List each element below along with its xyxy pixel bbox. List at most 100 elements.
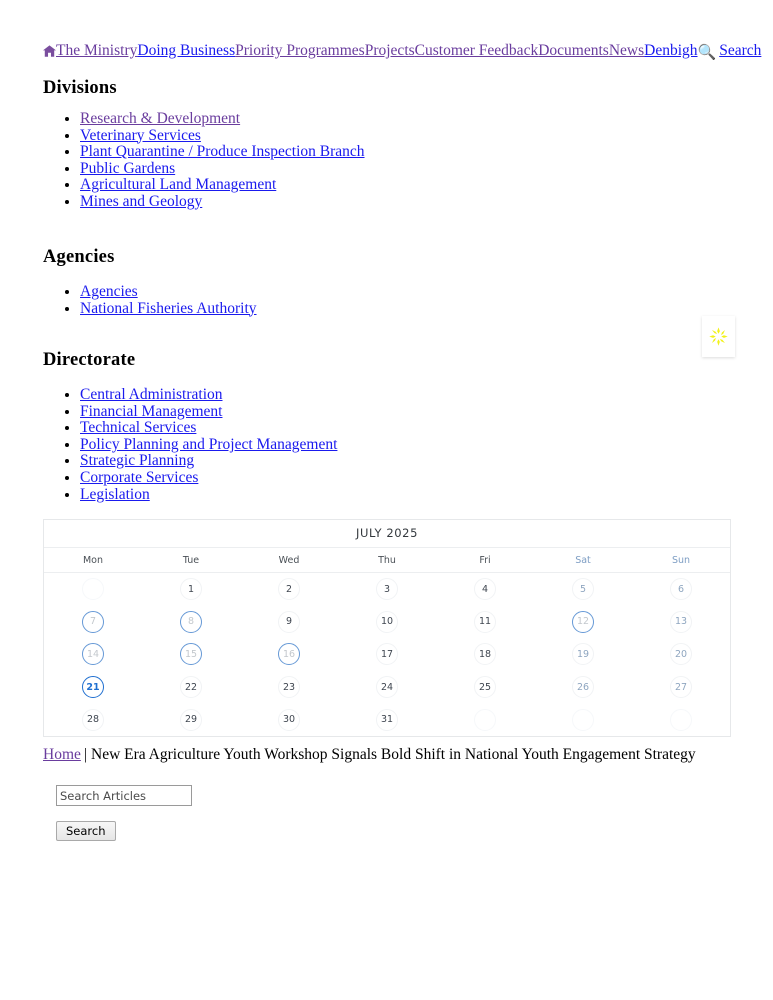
division-link-mines-and-geology[interactable]: Mines and Geology bbox=[80, 192, 203, 210]
calendar-cell[interactable]: 15 bbox=[142, 643, 240, 666]
calendar-cell[interactable]: 29 bbox=[142, 708, 240, 731]
calendar-day[interactable]: 20 bbox=[670, 643, 692, 666]
list-item: Agricultural Land Management bbox=[80, 177, 365, 194]
division-link-public-gardens[interactable]: Public Gardens bbox=[80, 159, 176, 177]
calendar-day[interactable]: 12 bbox=[572, 610, 594, 633]
calendar-cell[interactable]: 6 bbox=[632, 578, 730, 601]
nav-item-projects[interactable]: Projects bbox=[364, 42, 415, 59]
agency-link-agencies[interactable]: Agencies bbox=[80, 283, 138, 300]
calendar-day[interactable]: 14 bbox=[82, 643, 104, 666]
calendar-cell[interactable]: 14 bbox=[44, 643, 142, 666]
calendar-cell[interactable]: 2 bbox=[240, 578, 338, 601]
calendar-cell[interactable]: 25 bbox=[436, 676, 534, 699]
calendar-day[interactable]: 31 bbox=[376, 708, 398, 731]
calendar-day[interactable]: 8 bbox=[180, 610, 202, 633]
calendar-cell[interactable]: 17 bbox=[338, 643, 436, 666]
directorate-link-technical-services[interactable]: Technical Services bbox=[80, 419, 197, 437]
calendar-day[interactable]: 22 bbox=[180, 676, 202, 699]
search-button-row: Search bbox=[56, 821, 192, 841]
calendar-day[interactable]: 30 bbox=[278, 708, 300, 731]
weekday-tue: Tue bbox=[182, 554, 200, 566]
home-icon[interactable] bbox=[43, 43, 56, 63]
calendar-day[interactable]: 28 bbox=[82, 708, 104, 731]
calendar-day[interactable]: 29 bbox=[180, 708, 202, 731]
calendar-day[interactable]: 25 bbox=[474, 676, 496, 699]
calendar-cell[interactable]: 20 bbox=[632, 643, 730, 666]
calendar-day[interactable]: 3 bbox=[376, 578, 398, 601]
calendar-cell[interactable]: 12 bbox=[534, 610, 632, 633]
nav-item-denbigh[interactable]: Denbigh bbox=[644, 42, 698, 59]
directorate-link-policy-planning[interactable]: Policy Planning and Project Management bbox=[80, 435, 338, 453]
calendar-cell[interactable]: 13 bbox=[632, 610, 730, 633]
calendar-day[interactable]: 7 bbox=[82, 610, 104, 633]
list-item: Technical Services bbox=[80, 419, 337, 437]
calendar-day[interactable]: 1 bbox=[180, 578, 202, 601]
breadcrumb-home-link[interactable]: Home bbox=[43, 746, 81, 763]
calendar-cell[interactable]: 23 bbox=[240, 676, 338, 699]
division-link-agricultural-land-management[interactable]: Agricultural Land Management bbox=[80, 176, 277, 194]
list-item: Agencies bbox=[80, 283, 257, 301]
floating-accessibility-widget[interactable] bbox=[702, 316, 735, 357]
calendar-cell[interactable]: 18 bbox=[436, 643, 534, 666]
calendar-cell[interactable]: 27 bbox=[632, 676, 730, 699]
directorate-link-legislation[interactable]: Legislation bbox=[80, 485, 150, 503]
calendar-day[interactable]: 18 bbox=[474, 643, 496, 666]
division-link-veterinary-services[interactable]: Veterinary Services bbox=[80, 126, 201, 144]
calendar-cell[interactable]: 7 bbox=[44, 610, 142, 633]
calendar-day[interactable]: 4 bbox=[474, 578, 496, 601]
nav-item-customer-feedback[interactable]: Customer Feedback bbox=[414, 42, 539, 59]
division-link-plant-quarantine[interactable]: Plant Quarantine / Produce Inspection Br… bbox=[80, 143, 365, 161]
calendar-day[interactable]: 10 bbox=[376, 610, 398, 633]
agency-link-national-fisheries-authority[interactable]: National Fisheries Authority bbox=[80, 299, 257, 317]
calendar-day[interactable]: 24 bbox=[376, 676, 398, 699]
calendar-day[interactable]: 11 bbox=[474, 610, 496, 633]
calendar-cell[interactable]: 11 bbox=[436, 610, 534, 633]
list-item: Legislation bbox=[80, 485, 337, 504]
nav-item-news[interactable]: News bbox=[608, 42, 645, 59]
nav-search-label[interactable]: Search bbox=[719, 42, 762, 59]
calendar-cell[interactable]: 24 bbox=[338, 676, 436, 699]
calendar-day[interactable]: 27 bbox=[670, 676, 692, 699]
calendar-day[interactable]: 23 bbox=[278, 676, 300, 699]
calendar-cell[interactable]: 4 bbox=[436, 578, 534, 601]
calendar-cell[interactable]: 5 bbox=[534, 578, 632, 601]
calendar-week-row: 28 29 30 31 bbox=[44, 703, 730, 736]
nav-item-documents[interactable]: Documents bbox=[538, 42, 609, 59]
calendar-day[interactable]: 9 bbox=[278, 610, 300, 633]
division-link-research-development[interactable]: Research & Development bbox=[80, 110, 241, 127]
calendar-cell[interactable]: 10 bbox=[338, 610, 436, 633]
calendar-day[interactable]: 13 bbox=[670, 610, 692, 633]
nav-item-doing-business[interactable]: Doing Business bbox=[137, 42, 236, 59]
search-input[interactable] bbox=[56, 785, 192, 806]
calendar-day[interactable]: 26 bbox=[572, 676, 594, 699]
search-button[interactable]: Search bbox=[56, 821, 116, 841]
calendar-day[interactable]: 15 bbox=[180, 643, 202, 666]
list-item: Strategic Planning bbox=[80, 453, 337, 470]
calendar-day[interactable]: 17 bbox=[376, 643, 398, 666]
calendar-cell[interactable]: 9 bbox=[240, 610, 338, 633]
calendar-cell[interactable]: 16 bbox=[240, 643, 338, 666]
directorate-link-strategic-planning[interactable]: Strategic Planning bbox=[80, 452, 195, 470]
calendar-cell[interactable]: 19 bbox=[534, 643, 632, 666]
calendar-day[interactable]: 19 bbox=[572, 643, 594, 666]
calendar-cell[interactable]: 28 bbox=[44, 708, 142, 731]
calendar-cell[interactable]: 26 bbox=[534, 676, 632, 699]
calendar-cell[interactable]: 1 bbox=[142, 578, 240, 601]
calendar-cell[interactable]: 3 bbox=[338, 578, 436, 601]
calendar-day[interactable]: 6 bbox=[670, 578, 692, 601]
calendar-cell[interactable]: 8 bbox=[142, 610, 240, 633]
calendar-cell[interactable]: 31 bbox=[338, 708, 436, 731]
directorate-link-central-administration[interactable]: Central Administration bbox=[80, 386, 223, 403]
calendar-day[interactable]: 2 bbox=[278, 578, 300, 601]
nav-item-priority-programmes[interactable]: Priority Programmes bbox=[235, 42, 365, 59]
calendar-cell[interactable]: 30 bbox=[240, 708, 338, 731]
directorate-link-corporate-services[interactable]: Corporate Services bbox=[80, 468, 199, 486]
calendar-day[interactable]: 5 bbox=[572, 578, 594, 601]
calendar-cell[interactable]: 21 bbox=[44, 676, 142, 699]
directorate-link-financial-management[interactable]: Financial Management bbox=[80, 402, 223, 420]
nav-search-toggle[interactable]: 🔍 Search bbox=[698, 41, 762, 62]
calendar-cell[interactable]: 22 bbox=[142, 676, 240, 699]
nav-item-the-ministry[interactable]: The Ministry bbox=[56, 42, 138, 59]
calendar-day[interactable]: 16 bbox=[278, 643, 300, 666]
calendar-day-today[interactable]: 21 bbox=[82, 676, 104, 699]
